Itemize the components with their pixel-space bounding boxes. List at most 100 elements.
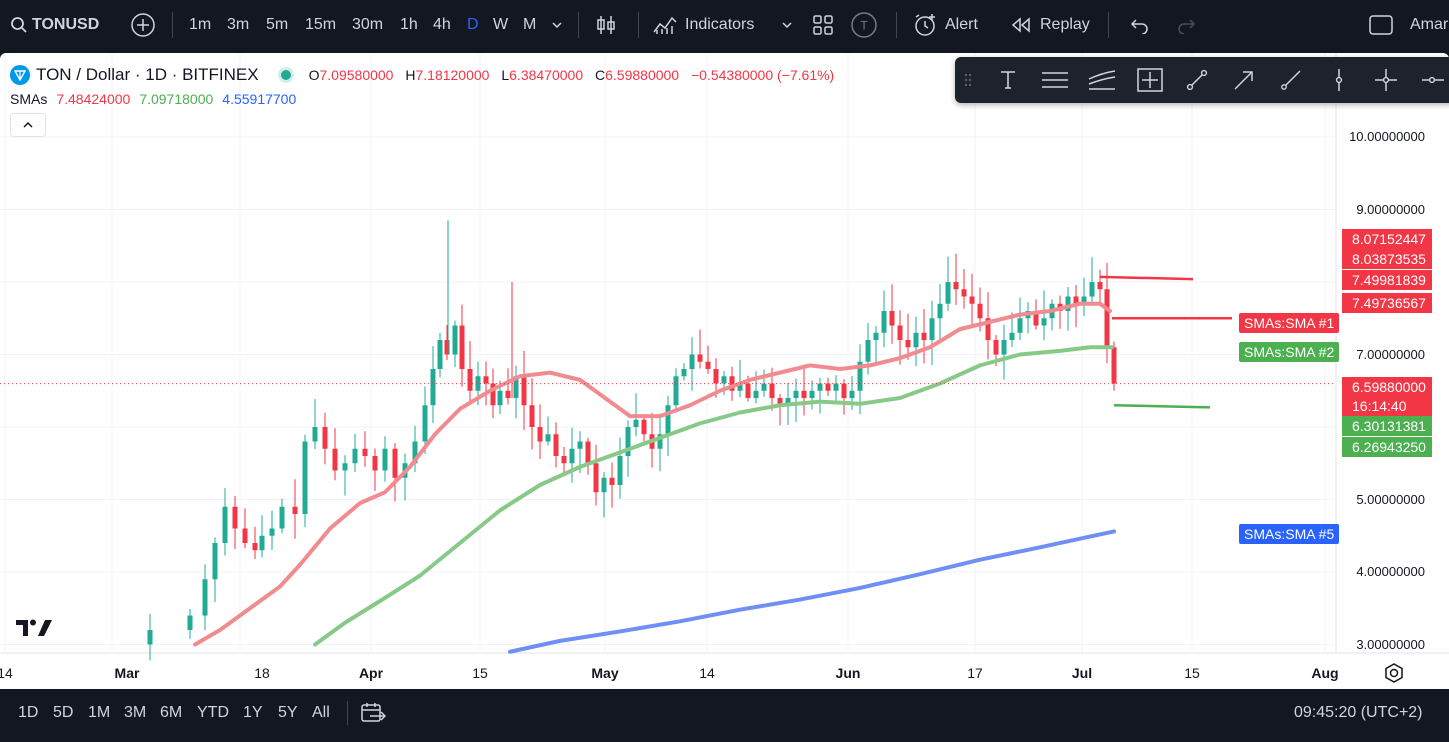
candle-up (665, 405, 671, 435)
undo-button[interactable] (1128, 0, 1150, 50)
candle-down (490, 383, 496, 406)
range-6m[interactable]: 6M (160, 704, 183, 721)
drag-handle-icon[interactable] (959, 64, 977, 96)
range-1m[interactable]: 1M (88, 704, 111, 721)
redo-button[interactable] (1176, 0, 1198, 50)
candle-down (467, 369, 473, 391)
cross-line-icon[interactable] (1370, 64, 1402, 96)
interval-1h[interactable]: 1h (400, 16, 418, 33)
candle-down (905, 340, 911, 348)
square-icon (1369, 15, 1393, 35)
chart-type-button[interactable] (594, 0, 618, 50)
candles-icon (597, 16, 615, 34)
text-tool-icon[interactable] (992, 64, 1024, 96)
candle-down (529, 405, 535, 427)
gear-icon (1385, 663, 1403, 683)
ton-logo-icon (10, 65, 30, 85)
candle-down (705, 361, 711, 369)
candle-down (609, 477, 615, 485)
candle-down (897, 325, 903, 340)
goto-date-button[interactable] (360, 689, 386, 737)
interval-D[interactable]: D (467, 16, 479, 33)
candle-down (459, 325, 465, 369)
range-all[interactable]: All (312, 704, 330, 721)
sma-legend[interactable]: SMAs 7.48424000 7.09718000 4.55917700 (10, 87, 842, 111)
range-5d[interactable]: 5D (53, 704, 74, 721)
ray-tool-icon[interactable] (1275, 64, 1307, 96)
price-tag: 7.49736567 (1342, 293, 1432, 313)
candle-up (673, 376, 679, 406)
sma-tag[interactable]: SMAs:SMA #2 (1239, 342, 1340, 362)
sma1-projection (1099, 275, 1194, 281)
candle-up (202, 579, 208, 616)
candle-down (332, 448, 338, 471)
rewind-icon (1011, 17, 1030, 33)
chart-pane[interactable]: TON / Dollar · 1D · BITFINEX O7.09580000… (0, 53, 1449, 689)
interval-15m[interactable]: 15m (305, 16, 337, 33)
price-chart[interactable] (0, 53, 1449, 689)
candle-up (269, 528, 275, 536)
interval-1m[interactable]: 1m (189, 16, 212, 33)
interval-dropdown-button[interactable] (550, 0, 564, 50)
symbol-label: TONUSD (32, 16, 100, 33)
interval-W[interactable]: W (493, 16, 509, 33)
divider (896, 12, 897, 38)
candle-down (985, 318, 991, 340)
candle-up (929, 318, 935, 340)
chart-title[interactable]: TON / Dollar · 1D · BITFINEX (36, 65, 259, 84)
range-1d[interactable]: 1D (18, 704, 39, 721)
indicators-button[interactable]: Indicators (652, 0, 754, 50)
candle-down (769, 383, 775, 398)
indicators-dropdown-button[interactable] (780, 0, 794, 50)
vertical-line-icon[interactable] (1323, 64, 1355, 96)
chart-settings-button[interactable] (1383, 662, 1405, 689)
candle-up (382, 448, 388, 471)
candle-up (689, 354, 695, 369)
tradingview-logo[interactable] (14, 616, 54, 643)
candle-down (977, 303, 983, 319)
date-price-range-icon[interactable] (1134, 64, 1166, 96)
range-1y[interactable]: 1Y (243, 704, 263, 721)
candle-up (513, 376, 519, 398)
sma-tag[interactable]: SMAs:SMA #1 (1239, 313, 1340, 333)
collapse-legend-button[interactable] (10, 113, 46, 137)
range-3m[interactable]: 3M (124, 704, 147, 721)
alert-button[interactable]: Alert (912, 0, 978, 50)
parallel-channel-icon[interactable] (1039, 64, 1071, 96)
interval-4h[interactable]: 4h (433, 16, 451, 33)
layouts-button[interactable] (812, 0, 834, 50)
time-label: 14 (699, 665, 715, 681)
arrow-tool-icon[interactable] (1228, 64, 1260, 96)
fullscreen-button[interactable] (1368, 0, 1394, 50)
interval-30m[interactable]: 30m (352, 16, 384, 33)
trend-line-icon[interactable] (1181, 64, 1213, 96)
interval-M[interactable]: M (523, 16, 537, 33)
candle-up (857, 361, 863, 391)
divider (1108, 12, 1109, 38)
candle-down (292, 506, 298, 514)
candle-up (452, 325, 458, 355)
candle-down (713, 369, 719, 384)
sma1-line (193, 301, 1112, 647)
regression-tool-icon[interactable] (1086, 64, 1118, 96)
timezone-clock[interactable]: 09:45:20 (UTC+2) (1294, 689, 1423, 737)
candle-down (537, 427, 543, 442)
candle-down (889, 311, 895, 326)
interval-5m[interactable]: 5m (266, 16, 289, 33)
chevron-down-icon (782, 22, 792, 29)
templates-button[interactable]: T (850, 0, 878, 50)
symbol-search-button[interactable]: TONUSD (10, 0, 99, 50)
candle-up (625, 427, 631, 456)
sma-tag[interactable]: SMAs:SMA #5 (1239, 524, 1340, 544)
time-axis[interactable]: 14 Mar 18 Apr 15 May 14 Jun 17 Jul 15 Aug (0, 661, 1449, 689)
range-ytd[interactable]: YTD (197, 704, 229, 721)
horizontal-ray-icon[interactable] (1417, 64, 1449, 96)
range-5y[interactable]: 5Y (278, 704, 298, 721)
replay-button[interactable]: Replay (1010, 0, 1090, 50)
candle-up (569, 448, 575, 464)
grid-icon (813, 15, 833, 35)
user-menu[interactable]: Amar (1410, 0, 1448, 50)
interval-3m[interactable]: 3m (227, 16, 250, 33)
candle-up (1065, 296, 1071, 311)
compare-symbol-button[interactable] (130, 0, 156, 50)
